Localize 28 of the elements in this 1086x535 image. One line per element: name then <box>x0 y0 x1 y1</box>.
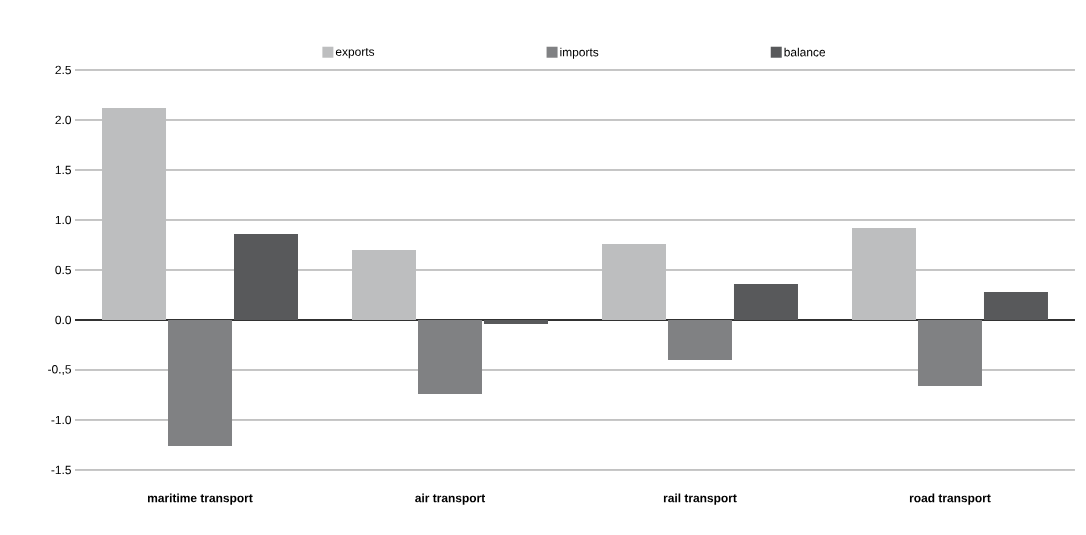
bar <box>102 107 167 320</box>
bar <box>418 319 482 394</box>
bar <box>733 283 798 320</box>
legend-label: balance <box>784 47 826 57</box>
y-tick-label: 1.0 <box>55 215 72 225</box>
x-tick-label: road transport <box>909 493 991 505</box>
y-tick-label: 2.5 <box>55 65 71 75</box>
bar <box>983 291 1048 320</box>
y-tick-label: -1.5 <box>51 465 71 475</box>
y-tick-label: -0.,5 <box>48 365 71 375</box>
x-tick-label: air transport <box>415 493 486 505</box>
y-tick-label: 1.5 <box>55 165 71 175</box>
x-tick-label: maritime transport <box>147 493 253 505</box>
legend-label: imports <box>560 47 599 59</box>
bar <box>602 243 666 320</box>
bar <box>851 227 916 320</box>
bar <box>668 319 732 360</box>
bar <box>483 319 548 324</box>
bar <box>917 319 982 386</box>
y-tick-label: -1.0 <box>51 415 72 425</box>
bar <box>234 233 298 320</box>
y-tick-label: 0.5 <box>55 265 71 275</box>
bar <box>168 319 233 446</box>
bar <box>352 249 417 320</box>
y-tick-label: 0.0 <box>55 315 72 325</box>
legend-label: exports <box>335 48 375 59</box>
x-tick-label: rail transport <box>663 493 737 505</box>
y-tick-label: 2.0 <box>55 115 72 125</box>
